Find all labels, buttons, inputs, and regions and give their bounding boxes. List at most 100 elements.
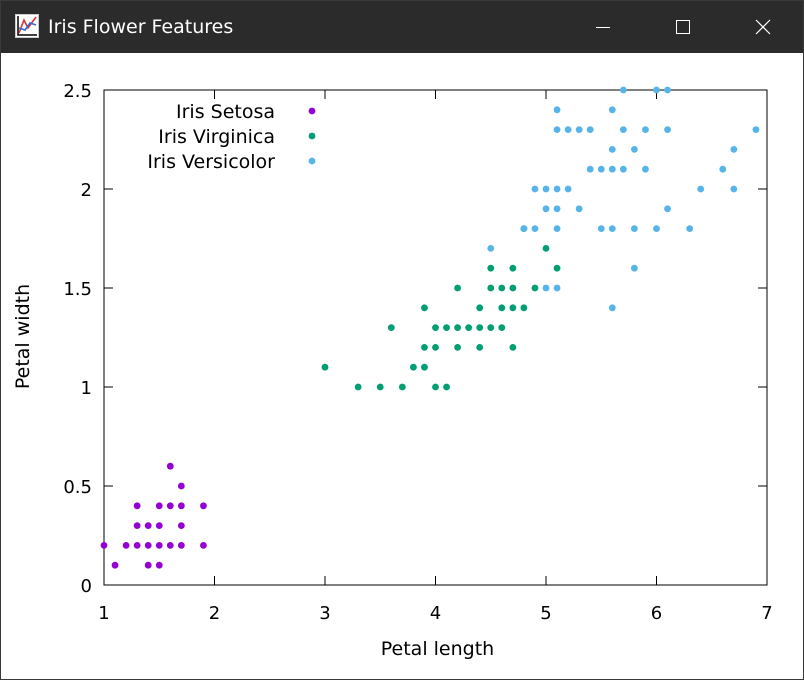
- data-point-iris-versicolor: [664, 205, 671, 213]
- data-point-iris-setosa: [122, 542, 130, 549]
- data-point-iris-versicolor: [631, 264, 638, 272]
- data-point-iris-virginica: [443, 324, 450, 331]
- x-tick-label: 5: [540, 603, 551, 624]
- data-point-iris-versicolor: [564, 185, 572, 193]
- data-point-iris-virginica: [421, 304, 428, 312]
- legend-marker: [308, 157, 316, 165]
- y-tick-label: 2: [81, 180, 92, 201]
- data-point-iris-versicolor: [575, 126, 583, 133]
- data-point-iris-versicolor: [608, 304, 616, 312]
- data-point-iris-versicolor: [586, 165, 594, 173]
- data-point-iris-virginica: [421, 344, 428, 351]
- data-point-iris-setosa: [155, 542, 163, 549]
- minimize-icon: [596, 27, 610, 28]
- data-point-iris-virginica: [398, 383, 406, 391]
- data-point-iris-virginica: [454, 324, 461, 331]
- data-point-iris-setosa: [133, 502, 141, 510]
- data-point-iris-setosa: [200, 502, 207, 510]
- data-point-iris-virginica: [454, 284, 461, 292]
- maximize-icon: [676, 20, 690, 34]
- x-tick-label: 3: [319, 603, 330, 624]
- data-point-iris-versicolor: [608, 146, 616, 153]
- data-point-iris-versicolor: [575, 205, 583, 213]
- data-point-iris-versicolor: [487, 245, 495, 252]
- data-point-iris-versicolor: [730, 146, 738, 153]
- data-point-iris-versicolor: [564, 126, 572, 133]
- data-point-iris-virginica: [432, 383, 439, 391]
- y-axis-title: Petal width: [12, 284, 34, 389]
- data-point-iris-virginica: [531, 284, 539, 292]
- y-tick-label: 0: [81, 576, 92, 597]
- plot-area: 1 2 3 4 5 6 7 0 0.5 1 1.5 2 2.5 Petal length Petal wid…: [1, 53, 803, 679]
- data-point-iris-versicolor: [586, 126, 594, 133]
- x-tick-label: 6: [651, 603, 662, 624]
- data-point-iris-versicolor: [553, 126, 561, 133]
- data-point-iris-virginica: [498, 304, 506, 312]
- data-point-iris-setosa: [144, 561, 152, 569]
- data-point-iris-virginica: [509, 304, 517, 312]
- data-point-iris-setosa: [155, 522, 163, 529]
- close-button[interactable]: [723, 1, 803, 53]
- data-point-iris-virginica: [421, 363, 428, 371]
- data-point-iris-setosa: [111, 561, 119, 569]
- data-point-iris-virginica: [487, 324, 495, 331]
- title-bar[interactable]: Iris Flower Features: [1, 1, 803, 53]
- data-point-iris-virginica: [443, 383, 450, 391]
- data-point-iris-virginica: [509, 264, 517, 272]
- data-point-iris-virginica: [553, 264, 561, 272]
- data-point-iris-setosa: [133, 522, 141, 529]
- data-point-iris-versicolor: [608, 165, 616, 173]
- data-point-iris-virginica: [454, 344, 461, 351]
- data-point-iris-setosa: [155, 561, 163, 569]
- maximize-button[interactable]: [643, 1, 723, 53]
- data-point-iris-versicolor: [542, 185, 550, 193]
- close-icon: [755, 19, 771, 35]
- legend-label: Iris Virginica: [158, 126, 275, 148]
- data-point-iris-setosa: [177, 502, 185, 510]
- data-point-iris-virginica: [498, 284, 506, 292]
- data-point-iris-virginica: [321, 363, 329, 371]
- data-point-iris-versicolor: [619, 86, 627, 94]
- x-tick-label: 4: [430, 603, 441, 624]
- y-tick-label: 1.5: [63, 279, 92, 300]
- data-point-iris-versicolor: [664, 86, 671, 94]
- data-point-iris-versicolor: [553, 284, 561, 292]
- data-point-iris-versicolor: [653, 225, 660, 233]
- data-point-iris-versicolor: [653, 86, 660, 94]
- y-tick-label: 2.5: [63, 81, 92, 102]
- data-point-iris-versicolor: [642, 126, 649, 133]
- data-point-iris-virginica: [487, 264, 495, 272]
- data-point-iris-setosa: [177, 542, 185, 549]
- data-point-iris-versicolor: [719, 165, 727, 173]
- data-point-iris-virginica: [509, 344, 517, 351]
- data-point-iris-versicolor: [730, 185, 738, 193]
- data-point-iris-versicolor: [553, 205, 561, 213]
- data-point-iris-virginica: [410, 363, 417, 371]
- data-point-iris-virginica: [432, 344, 439, 351]
- data-point-iris-versicolor: [697, 185, 705, 193]
- y-tick-label: 1: [81, 378, 92, 399]
- data-point-iris-virginica: [509, 284, 517, 292]
- data-point-iris-versicolor: [531, 185, 539, 193]
- x-tick-label: 1: [98, 603, 109, 624]
- data-point-iris-virginica: [376, 383, 384, 391]
- data-point-iris-versicolor: [531, 225, 539, 233]
- data-point-iris-versicolor: [664, 126, 671, 133]
- data-point-iris-versicolor: [752, 126, 760, 133]
- data-point-iris-setosa: [200, 542, 207, 549]
- data-point-iris-setosa: [166, 462, 174, 470]
- gnuplot-app-icon: [15, 14, 39, 38]
- data-point-iris-versicolor: [542, 284, 550, 292]
- data-point-iris-virginica: [476, 304, 484, 312]
- data-point-iris-setosa: [177, 522, 185, 529]
- data-point-iris-virginica: [476, 344, 484, 351]
- data-point-iris-virginica: [354, 383, 362, 391]
- data-point-iris-versicolor: [608, 106, 616, 114]
- data-point-iris-setosa: [177, 482, 185, 490]
- legend-label: Iris Setosa: [176, 101, 275, 123]
- x-axis-title: Petal length: [381, 638, 494, 660]
- data-point-iris-virginica: [465, 324, 473, 331]
- minimize-button[interactable]: [563, 1, 643, 53]
- data-point-iris-setosa: [166, 502, 174, 510]
